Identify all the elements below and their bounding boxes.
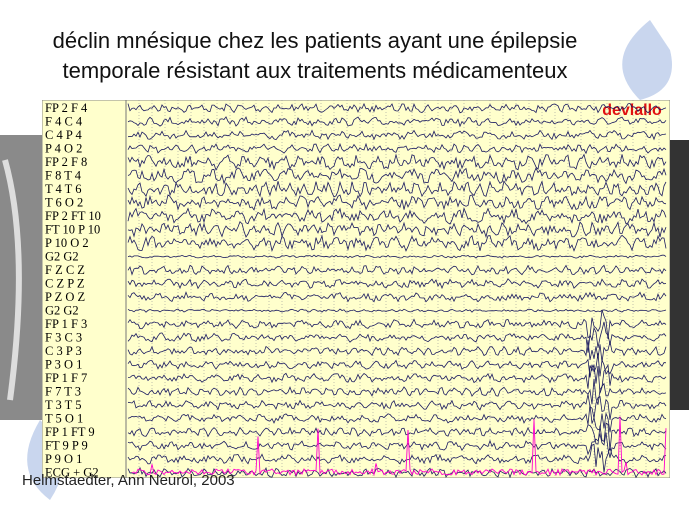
channel-label: C 4 P 4 bbox=[45, 128, 82, 142]
channel-label: P 9 O 1 bbox=[45, 452, 82, 466]
brain-contour bbox=[2, 159, 22, 401]
channel-label: F 8 T 4 bbox=[45, 169, 82, 183]
emg-trace bbox=[131, 416, 667, 477]
eeg-trace bbox=[127, 220, 667, 239]
eeg-trace bbox=[127, 443, 667, 473]
title-line: déclin mnésique chez les patients ayant … bbox=[52, 28, 578, 53]
channel-label: ECG + G2 bbox=[45, 466, 99, 478]
eeg-trace bbox=[127, 278, 667, 290]
channel-label: C Z P Z bbox=[45, 277, 84, 291]
channel-label: T 4 T 6 bbox=[45, 182, 81, 196]
channel-label: T 3 T 5 bbox=[45, 398, 81, 412]
channel-label: FP 2 F 4 bbox=[45, 101, 88, 115]
eeg-trace bbox=[127, 432, 667, 458]
eeg-trace bbox=[127, 308, 667, 313]
eeg-trace bbox=[127, 404, 667, 433]
eeg-trace bbox=[127, 466, 667, 478]
watermark: devlallo bbox=[602, 102, 662, 119]
eeg-trace bbox=[127, 234, 667, 252]
eeg-trace bbox=[127, 207, 667, 225]
channel-label: FP 2 F 8 bbox=[45, 155, 87, 169]
channel-label: G2 G2 bbox=[45, 250, 79, 264]
channel-label: G2 G2 bbox=[45, 304, 79, 318]
channel-label: FT 9 P 9 bbox=[45, 439, 88, 453]
eeg-trace bbox=[127, 180, 667, 198]
eeg-trace bbox=[127, 309, 667, 339]
channel-label: F 3 C 3 bbox=[45, 331, 82, 345]
channel-label: P 10 O 2 bbox=[45, 236, 89, 250]
eeg-trace bbox=[127, 264, 667, 276]
title-line: temporale résistant aux traitements médi… bbox=[62, 58, 568, 83]
channel-label: T 5 O 1 bbox=[45, 412, 83, 426]
eeg-trace bbox=[127, 153, 667, 171]
eeg-background bbox=[42, 100, 670, 478]
eeg-trace bbox=[127, 129, 667, 141]
channel-label: FP 1 F 7 bbox=[45, 371, 87, 385]
eeg-trace bbox=[127, 394, 667, 420]
channel-label: F 4 C 4 bbox=[45, 115, 83, 129]
eeg-trace bbox=[127, 339, 667, 363]
side-image bbox=[668, 140, 689, 410]
channel-label: T 6 O 2 bbox=[45, 196, 83, 210]
eeg-trace bbox=[127, 102, 667, 114]
decor-shape bbox=[622, 20, 672, 100]
channel-label: C 3 P 3 bbox=[45, 344, 82, 358]
eeg-trace bbox=[127, 321, 667, 353]
channel-label: P 4 O 2 bbox=[45, 142, 82, 156]
eeg-trace bbox=[127, 378, 667, 405]
eeg-trace bbox=[127, 254, 667, 259]
channel-label: F Z C Z bbox=[45, 263, 85, 277]
channel-label: FP 2 FT 10 bbox=[45, 209, 101, 223]
eeg-trace bbox=[127, 422, 667, 451]
eeg-trace bbox=[127, 142, 667, 155]
eeg-trace bbox=[127, 291, 667, 303]
eeg-trace bbox=[127, 116, 667, 128]
channel-label: P Z O Z bbox=[45, 290, 85, 304]
channel-label: FP 1 FT 9 bbox=[45, 425, 95, 439]
citation: Helmstaedter, Ann Neurol, 2003 bbox=[22, 472, 235, 489]
eeg-recording: devlallo FP 2 F 4F 4 C 4C 4 P 4P 4 O 2FP… bbox=[42, 100, 670, 478]
channel-label: FT 10 P 10 bbox=[45, 223, 100, 237]
channel-label: P 3 O 1 bbox=[45, 358, 82, 372]
eeg-trace bbox=[127, 353, 667, 378]
eeg-trace bbox=[127, 363, 667, 394]
eeg-trace bbox=[127, 167, 667, 185]
channel-label: F 7 T 3 bbox=[45, 385, 81, 399]
eeg-trace bbox=[127, 194, 667, 211]
channel-label: FP 1 F 3 bbox=[45, 317, 87, 331]
